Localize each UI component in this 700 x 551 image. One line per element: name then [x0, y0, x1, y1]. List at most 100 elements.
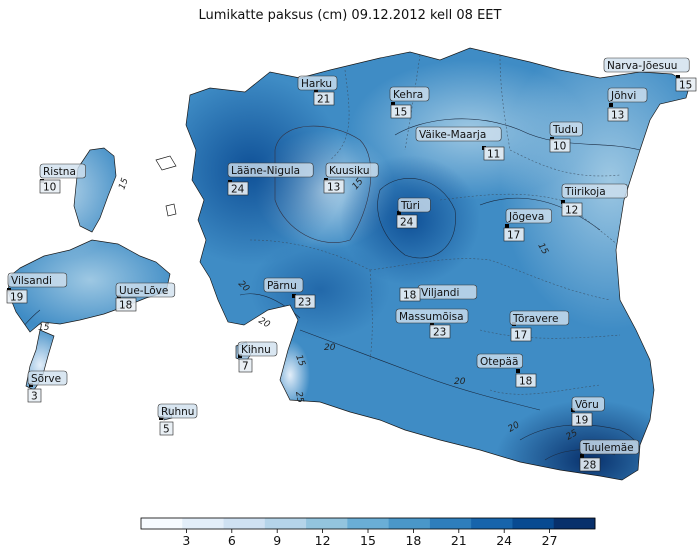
station-ruhnu: Ruhnu 5 — [157, 403, 198, 436]
station-kehra: Kehra 15 — [389, 86, 430, 119]
station-name: Tiirikoja — [564, 186, 606, 198]
station-marker — [397, 211, 401, 215]
contour-label: 20 — [257, 316, 272, 331]
colorbar-segment — [182, 518, 225, 529]
station-uue-lõve: Uue-Lõve 18 — [115, 282, 176, 312]
contour-label: 15 — [117, 177, 130, 191]
contour-label: 20 — [454, 377, 466, 387]
station-tõravere: Tõravere 17 — [509, 310, 570, 342]
station-value: 12 — [565, 205, 578, 217]
station-value-box — [571, 412, 593, 427]
colorbar-segment — [347, 518, 390, 529]
station-name-box — [579, 439, 640, 455]
colorbar-tick-label: 9 — [273, 533, 281, 548]
station-name: Võru — [575, 399, 599, 411]
station-value-box — [549, 138, 571, 153]
station-kuusiku: Kuusiku 13 — [323, 162, 379, 194]
station-name-box — [607, 87, 648, 103]
station-marker — [676, 75, 680, 79]
station-name-box — [237, 341, 278, 357]
station-name: Pärnu — [267, 280, 297, 292]
station-name: Kehra — [393, 89, 423, 101]
station-value: 19 — [10, 292, 23, 304]
station-türi: Türi 24 — [396, 197, 431, 229]
station-name: Massumõisa — [399, 311, 464, 323]
station-name: Tudu — [552, 124, 578, 136]
station-value-box — [313, 91, 335, 106]
contour-label: 15 — [293, 354, 306, 368]
station-name: Narva-Jõesuu — [607, 60, 677, 72]
station-value: 17 — [507, 230, 520, 242]
station-name: Sõrve — [31, 373, 61, 385]
station-name: Tuulemäe — [582, 442, 634, 454]
station-value-box — [27, 388, 42, 403]
colorbar-tick-label: 21 — [451, 533, 467, 548]
station-value: 24 — [231, 184, 245, 196]
station-value: 15 — [679, 80, 692, 92]
station-value: 28 — [583, 460, 596, 472]
station-value-box — [396, 214, 418, 229]
colorbar-tick-label: 15 — [360, 533, 376, 548]
colorbar-segment — [264, 518, 307, 529]
station-value: 23 — [298, 297, 311, 309]
station-value: 5 — [163, 424, 170, 436]
county-borders — [249, 54, 621, 395]
station-value: 10 — [553, 141, 566, 153]
station-value-box — [399, 287, 421, 302]
station-name: Väike-Maarja — [419, 129, 486, 141]
station-value: 13 — [327, 182, 340, 194]
colorbar: 3 6 9 12 15 18 21 24 27 — [140, 517, 596, 548]
station-name-box — [476, 353, 523, 369]
station-name: Türi — [400, 200, 420, 212]
station-name-box — [505, 208, 552, 224]
station-value: 24 — [400, 217, 414, 229]
colorbar-tick-label: 12 — [315, 533, 331, 548]
colorbar-tick-label: 27 — [542, 533, 558, 548]
station-value-box — [159, 421, 174, 436]
station-value-box — [579, 457, 601, 472]
colorbar-segment — [141, 518, 183, 529]
station-name-box — [157, 403, 198, 419]
station-marker — [561, 200, 565, 204]
colorbar-tick-label: 18 — [405, 533, 421, 548]
station-value: 15 — [394, 107, 407, 119]
station-value-box — [294, 294, 316, 309]
colorbar-tick-label: 24 — [496, 533, 512, 548]
station-value: 17 — [514, 330, 527, 342]
station-name-box — [395, 308, 469, 324]
station-name: Ruhnu — [161, 406, 194, 418]
station-tudu: Tudu 10 — [549, 121, 583, 153]
station-name-box — [509, 310, 570, 326]
station-marker — [609, 103, 613, 107]
station-name-box — [561, 183, 628, 199]
station-võru: Võru 19 — [571, 396, 605, 427]
station-value-box — [238, 358, 253, 373]
station-kihnu: Kihnu 7 — [237, 341, 278, 373]
station-name: Tõravere — [512, 313, 558, 325]
station-value: 19 — [575, 415, 588, 427]
station-sõrve: Sõrve 3 — [27, 370, 68, 403]
station-name: Uue-Lõve — [119, 285, 168, 297]
station-massumõisa: Massumõisa 23 — [395, 308, 469, 339]
station-name: Kihnu — [241, 344, 271, 356]
station-name: Harku — [301, 78, 332, 90]
station-name: Jõhvi — [610, 90, 636, 102]
station-name-box — [571, 396, 605, 412]
colorbar-segment — [306, 518, 348, 529]
station-ristna: Ristna 10 — [39, 163, 86, 194]
station-value-box — [561, 202, 583, 217]
station-tuulemäe: Tuulemäe 28 — [579, 439, 640, 472]
station-name-box — [227, 162, 314, 178]
station-name-box — [415, 126, 502, 142]
colorbar-tick-label: 3 — [182, 533, 190, 548]
contour-label: 25 — [293, 391, 305, 404]
station-value: 13 — [611, 110, 624, 122]
station-value-box — [510, 327, 532, 342]
map-title: Lumikatte paksus (cm) 09.12.2012 kell 08… — [198, 8, 502, 23]
station-jõhvi: Jõhvi 13 — [607, 87, 648, 122]
colorbar-segment — [223, 518, 266, 529]
station-name: Lääne-Nigula — [231, 165, 300, 177]
